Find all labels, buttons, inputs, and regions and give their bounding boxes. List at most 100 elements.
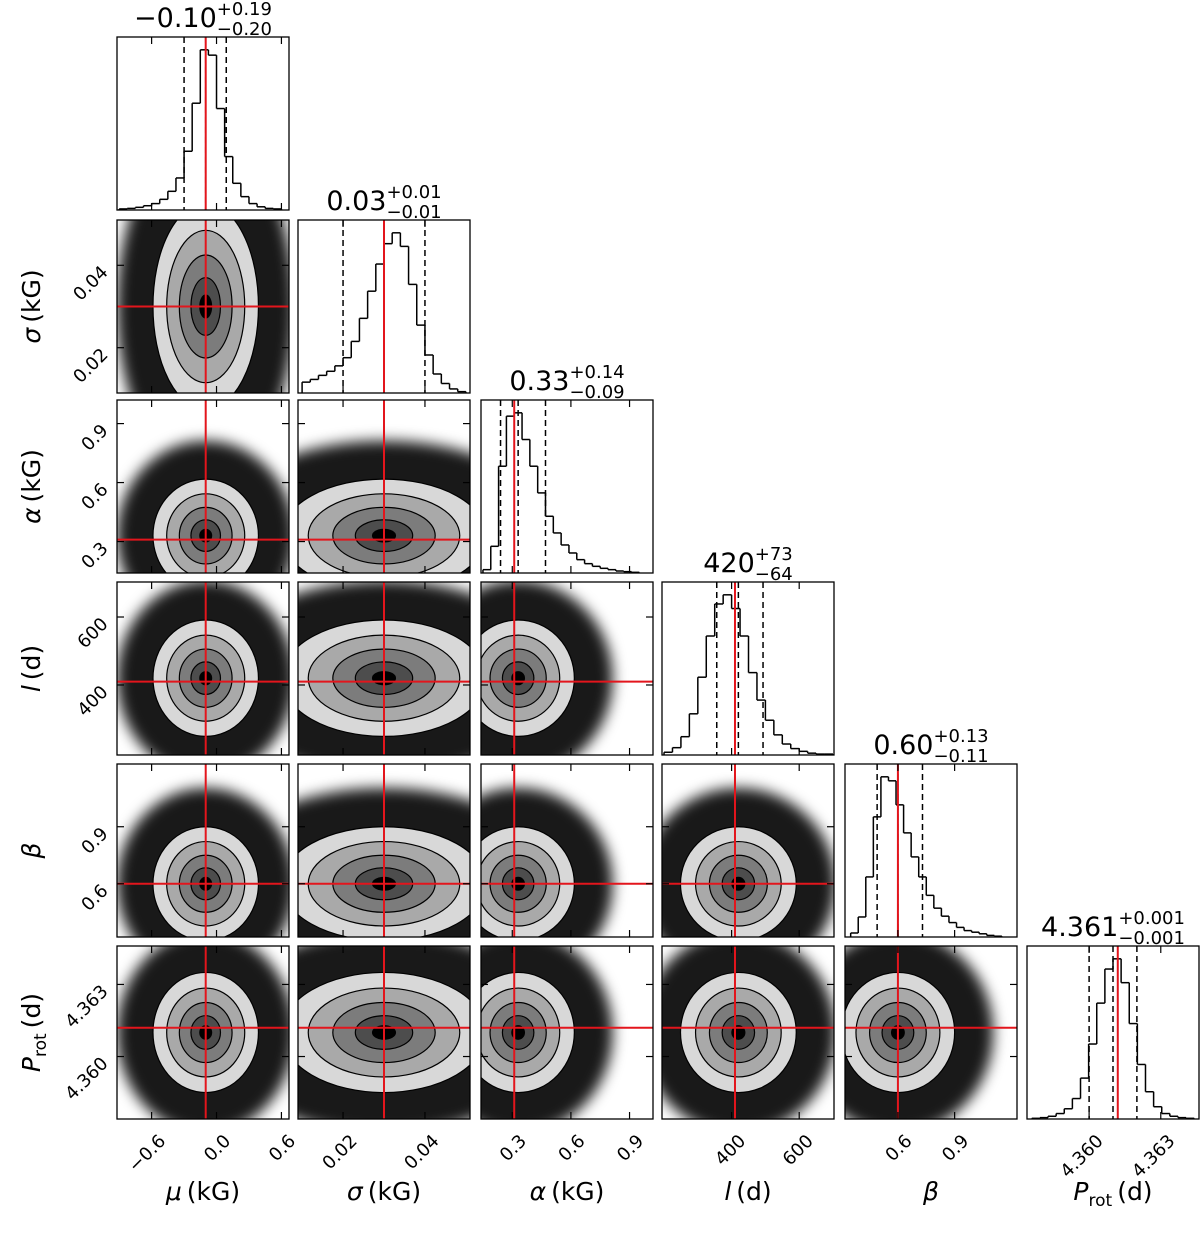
title-minus: −0.09: [569, 382, 624, 403]
axis-label: μ (kG): [165, 1177, 240, 1206]
panel-frame: [297, 763, 471, 938]
x-tick-label: 0.9: [938, 1131, 973, 1166]
title-median: −0.10: [134, 3, 217, 34]
title-minus: −0.11: [933, 746, 988, 767]
y-tick-label: 0.6: [77, 880, 112, 915]
axis-symbol: l: [724, 1177, 731, 1206]
panel-frame: [480, 945, 654, 1120]
y-tick-label: 4.363: [61, 981, 112, 1032]
y-tick-label: 0.02: [69, 344, 112, 387]
panel-frame: [116, 763, 290, 938]
y-tick-label: 0.3: [77, 538, 112, 573]
y-tick-label: 400: [73, 682, 112, 721]
title-minus: −0.01: [386, 202, 441, 223]
axis-unit: (d): [17, 993, 46, 1028]
axis-subscript: rot: [1089, 1191, 1113, 1211]
panel-frame: [661, 945, 835, 1120]
axis-symbol: P: [17, 1056, 46, 1072]
axis-unit: (d): [736, 1177, 771, 1206]
panel: [117, 582, 289, 755]
title-median: 420: [703, 548, 755, 579]
title-plus: +0.01: [386, 182, 441, 203]
axis-symbol: β: [17, 842, 46, 859]
panel-frame: [480, 763, 654, 938]
x-tick-label: 0.6: [554, 1131, 589, 1166]
panel-frame: [844, 763, 1018, 938]
panel-frame: [116, 36, 290, 211]
panel-frame: [297, 399, 471, 574]
panel: [482, 400, 641, 573]
title-plus: +0.13: [933, 726, 988, 747]
title-median: 0.33: [509, 366, 569, 397]
panel-frame: [116, 945, 290, 1120]
title-plus: +73: [755, 544, 793, 565]
title-plus: +0.19: [217, 0, 272, 20]
panel: [845, 946, 1017, 1119]
panel-frame: [297, 945, 471, 1120]
panel: [1031, 946, 1195, 1119]
axis-label: l(d): [724, 1177, 771, 1206]
panel: [663, 582, 834, 755]
y-tick-label: 0.04: [69, 262, 112, 305]
axis-unit: (kG): [17, 449, 46, 502]
panel: [481, 764, 653, 937]
axis-symbol: α: [17, 507, 46, 524]
title-plus: +0.001: [1118, 908, 1185, 929]
axis-unit: (kG): [17, 269, 46, 322]
axis-symbol: l: [17, 685, 46, 692]
panel-frame: [116, 219, 290, 394]
panel: [298, 946, 470, 1119]
axis-unit: (kG): [368, 1177, 421, 1206]
x-tick-label: 0.6: [881, 1131, 916, 1166]
panel: [298, 582, 470, 755]
x-tick-label: 0.04: [400, 1131, 443, 1174]
axis-label: β: [17, 842, 46, 859]
x-tick-label: 0.0: [200, 1131, 235, 1166]
title-median: 0.60: [873, 730, 933, 761]
panel: [481, 582, 653, 755]
panel: [301, 220, 467, 393]
panel-frame: [480, 581, 654, 756]
x-tick-label: 4.363: [1128, 1131, 1179, 1182]
title-minus: −0.20: [217, 19, 272, 40]
axis-symbol: α: [530, 1177, 547, 1206]
panel: [849, 764, 1003, 937]
axis-label: β: [922, 1177, 939, 1206]
panel: [298, 764, 470, 937]
axis-label: α(kG): [530, 1177, 605, 1206]
title-minus: −0.001: [1118, 928, 1185, 949]
panel-frame: [297, 219, 471, 394]
axis-label: α (kG): [17, 449, 46, 524]
axis-unit: (d): [17, 645, 46, 680]
panel-frame: [661, 763, 835, 938]
x-tick-label: −0.6: [124, 1131, 170, 1177]
x-tick-label: 0.9: [613, 1131, 648, 1166]
panel-frame: [844, 945, 1018, 1120]
axis-label: Prot (d): [17, 993, 51, 1072]
title-median: 0.03: [326, 186, 386, 217]
y-tick-label: 0.9: [77, 420, 112, 455]
panel: [117, 400, 289, 573]
panel: [481, 946, 653, 1119]
panel: [117, 764, 289, 937]
x-tick-label: 600: [779, 1131, 818, 1170]
panel: [117, 946, 289, 1119]
y-tick-label: 4.360: [61, 1053, 112, 1104]
title-plus: +0.14: [569, 362, 624, 383]
title-minus: −64: [755, 564, 793, 585]
panel: [118, 37, 283, 210]
panel: [117, 220, 289, 393]
y-tick-label: 600: [73, 614, 112, 653]
axis-unit: (kG): [551, 1177, 604, 1206]
x-tick-label: 400: [711, 1131, 750, 1170]
panel-frame: [480, 399, 654, 574]
axis-subscript: rot: [31, 1033, 51, 1057]
panel: [662, 764, 834, 937]
x-tick-label: 0.6: [265, 1131, 300, 1166]
axis-symbol: β: [922, 1177, 939, 1206]
x-tick-label: 0.3: [496, 1131, 531, 1166]
axis-symbol: μ: [165, 1177, 182, 1206]
y-tick-label: 0.9: [77, 823, 112, 858]
